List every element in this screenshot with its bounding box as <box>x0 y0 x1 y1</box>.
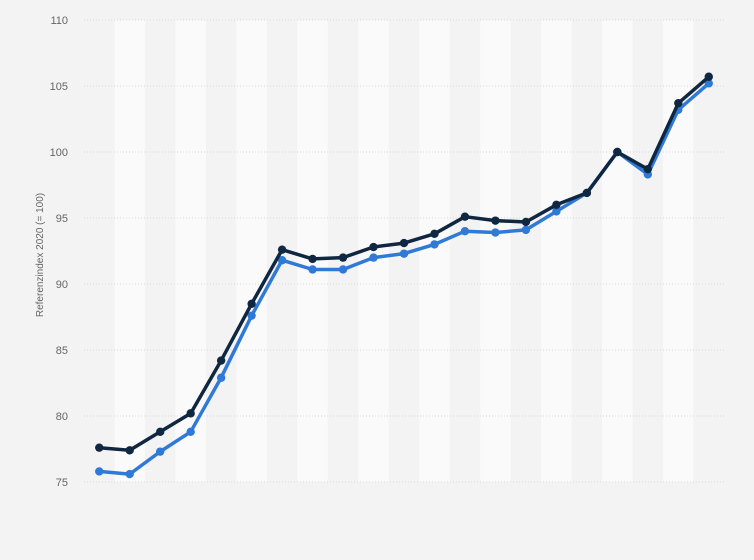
column-band <box>541 20 572 482</box>
data-point[interactable] <box>491 216 500 225</box>
column-band <box>602 20 633 482</box>
data-point[interactable] <box>308 265 317 274</box>
data-point[interactable] <box>643 164 653 174</box>
y-tick-label: 110 <box>50 15 68 27</box>
data-point[interactable] <box>277 245 287 254</box>
column-band <box>480 20 511 482</box>
y-tick-label: 90 <box>56 279 68 291</box>
data-point[interactable] <box>155 427 165 437</box>
series-lines <box>95 72 713 479</box>
data-point[interactable] <box>552 200 561 209</box>
data-point[interactable] <box>95 467 104 476</box>
data-point[interactable] <box>613 147 622 157</box>
data-point[interactable] <box>125 446 134 455</box>
y-tick-label: 80 <box>56 411 68 423</box>
data-point[interactable] <box>277 256 287 265</box>
data-point[interactable] <box>247 299 256 308</box>
data-point[interactable] <box>216 373 226 382</box>
data-point[interactable] <box>491 228 500 237</box>
data-point[interactable] <box>125 469 134 479</box>
column-band <box>114 20 145 482</box>
y-axis: 75 80 85 90 95 100 105 110 <box>50 15 68 489</box>
data-point[interactable] <box>399 238 409 248</box>
data-point[interactable] <box>521 217 531 227</box>
data-point[interactable] <box>338 265 348 274</box>
y-tick-label: 75 <box>56 477 68 489</box>
y-tick-label: 105 <box>50 81 68 93</box>
data-point[interactable] <box>338 253 348 262</box>
data-point[interactable] <box>186 427 195 437</box>
data-point[interactable] <box>399 249 409 258</box>
data-point[interactable] <box>95 443 104 452</box>
data-point[interactable] <box>369 242 378 252</box>
column-band <box>175 20 206 482</box>
y-axis-title: Referenzindex 2020 (= 100) <box>35 193 46 317</box>
data-point[interactable] <box>521 225 531 235</box>
data-point[interactable] <box>430 240 439 249</box>
data-point[interactable] <box>674 98 683 108</box>
data-point[interactable] <box>460 212 470 221</box>
column-band <box>663 20 694 482</box>
column-band <box>297 20 328 482</box>
column-band <box>236 20 267 482</box>
y-tick-label: 100 <box>50 147 68 159</box>
data-point[interactable] <box>369 253 378 262</box>
y-tick-label: 95 <box>56 213 68 225</box>
data-point[interactable] <box>430 229 439 239</box>
data-point[interactable] <box>155 447 165 456</box>
data-point[interactable] <box>186 409 195 418</box>
series-0 <box>95 72 713 455</box>
data-point[interactable] <box>704 72 713 81</box>
data-point[interactable] <box>704 79 713 88</box>
data-point[interactable] <box>308 254 317 264</box>
data-point[interactable] <box>247 311 256 320</box>
data-point[interactable] <box>552 207 561 216</box>
column-band <box>419 20 450 482</box>
data-point[interactable] <box>582 188 592 198</box>
data-point[interactable] <box>216 356 226 365</box>
data-point[interactable] <box>460 227 470 236</box>
y-tick-label: 85 <box>56 345 68 357</box>
